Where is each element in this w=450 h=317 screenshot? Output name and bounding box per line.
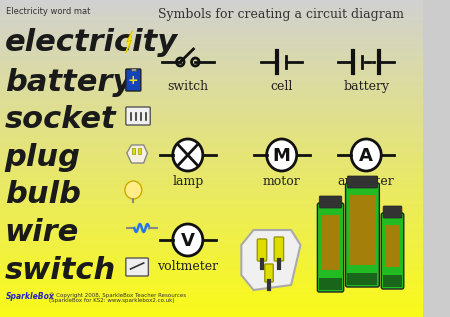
FancyBboxPatch shape [274, 237, 284, 261]
Circle shape [267, 139, 297, 171]
Text: plug: plug [4, 143, 81, 172]
Text: bulb: bulb [4, 180, 81, 209]
FancyBboxPatch shape [385, 225, 400, 267]
Text: voltmeter: voltmeter [157, 260, 218, 273]
Text: A: A [359, 147, 373, 165]
Circle shape [125, 181, 142, 199]
FancyBboxPatch shape [347, 176, 378, 188]
Polygon shape [126, 31, 132, 53]
Text: Symbols for creating a circuit diagram: Symbols for creating a circuit diagram [158, 8, 404, 21]
FancyBboxPatch shape [383, 275, 402, 287]
Text: lamp: lamp [172, 175, 203, 188]
FancyBboxPatch shape [257, 239, 267, 261]
FancyBboxPatch shape [347, 273, 378, 285]
FancyBboxPatch shape [346, 183, 379, 287]
FancyBboxPatch shape [317, 203, 344, 292]
Text: SparkleBox: SparkleBox [6, 292, 54, 301]
Text: © Copyright 2008, SparkleBox Teacher Resources
(SparkleBox for KS2: www.sparkleb: © Copyright 2008, SparkleBox Teacher Res… [49, 292, 186, 303]
Text: switch: switch [167, 80, 208, 93]
Text: battery: battery [343, 80, 389, 93]
FancyBboxPatch shape [319, 196, 342, 208]
Text: socket: socket [4, 105, 116, 134]
Text: M: M [273, 147, 291, 165]
Text: battery: battery [4, 68, 132, 97]
Text: cell: cell [270, 80, 293, 93]
Text: ammeter: ammeter [338, 175, 395, 188]
Polygon shape [127, 145, 148, 163]
FancyBboxPatch shape [381, 213, 404, 289]
Text: wire: wire [4, 218, 79, 247]
FancyBboxPatch shape [126, 107, 150, 125]
FancyBboxPatch shape [319, 278, 342, 290]
Text: +: + [128, 74, 139, 87]
Circle shape [173, 224, 203, 256]
FancyBboxPatch shape [383, 206, 402, 218]
Circle shape [351, 139, 381, 171]
Text: V: V [181, 232, 195, 250]
Text: switch: switch [4, 256, 116, 285]
FancyBboxPatch shape [126, 69, 141, 91]
FancyBboxPatch shape [321, 215, 340, 270]
FancyBboxPatch shape [126, 258, 148, 276]
FancyBboxPatch shape [138, 148, 141, 154]
Text: motor: motor [263, 175, 301, 188]
Circle shape [173, 139, 203, 171]
FancyBboxPatch shape [349, 195, 376, 265]
FancyBboxPatch shape [265, 264, 273, 282]
FancyBboxPatch shape [130, 68, 136, 71]
Text: Electricity word mat: Electricity word mat [6, 7, 90, 16]
Text: electricity: electricity [4, 28, 178, 57]
Polygon shape [241, 230, 301, 290]
FancyBboxPatch shape [132, 148, 135, 154]
